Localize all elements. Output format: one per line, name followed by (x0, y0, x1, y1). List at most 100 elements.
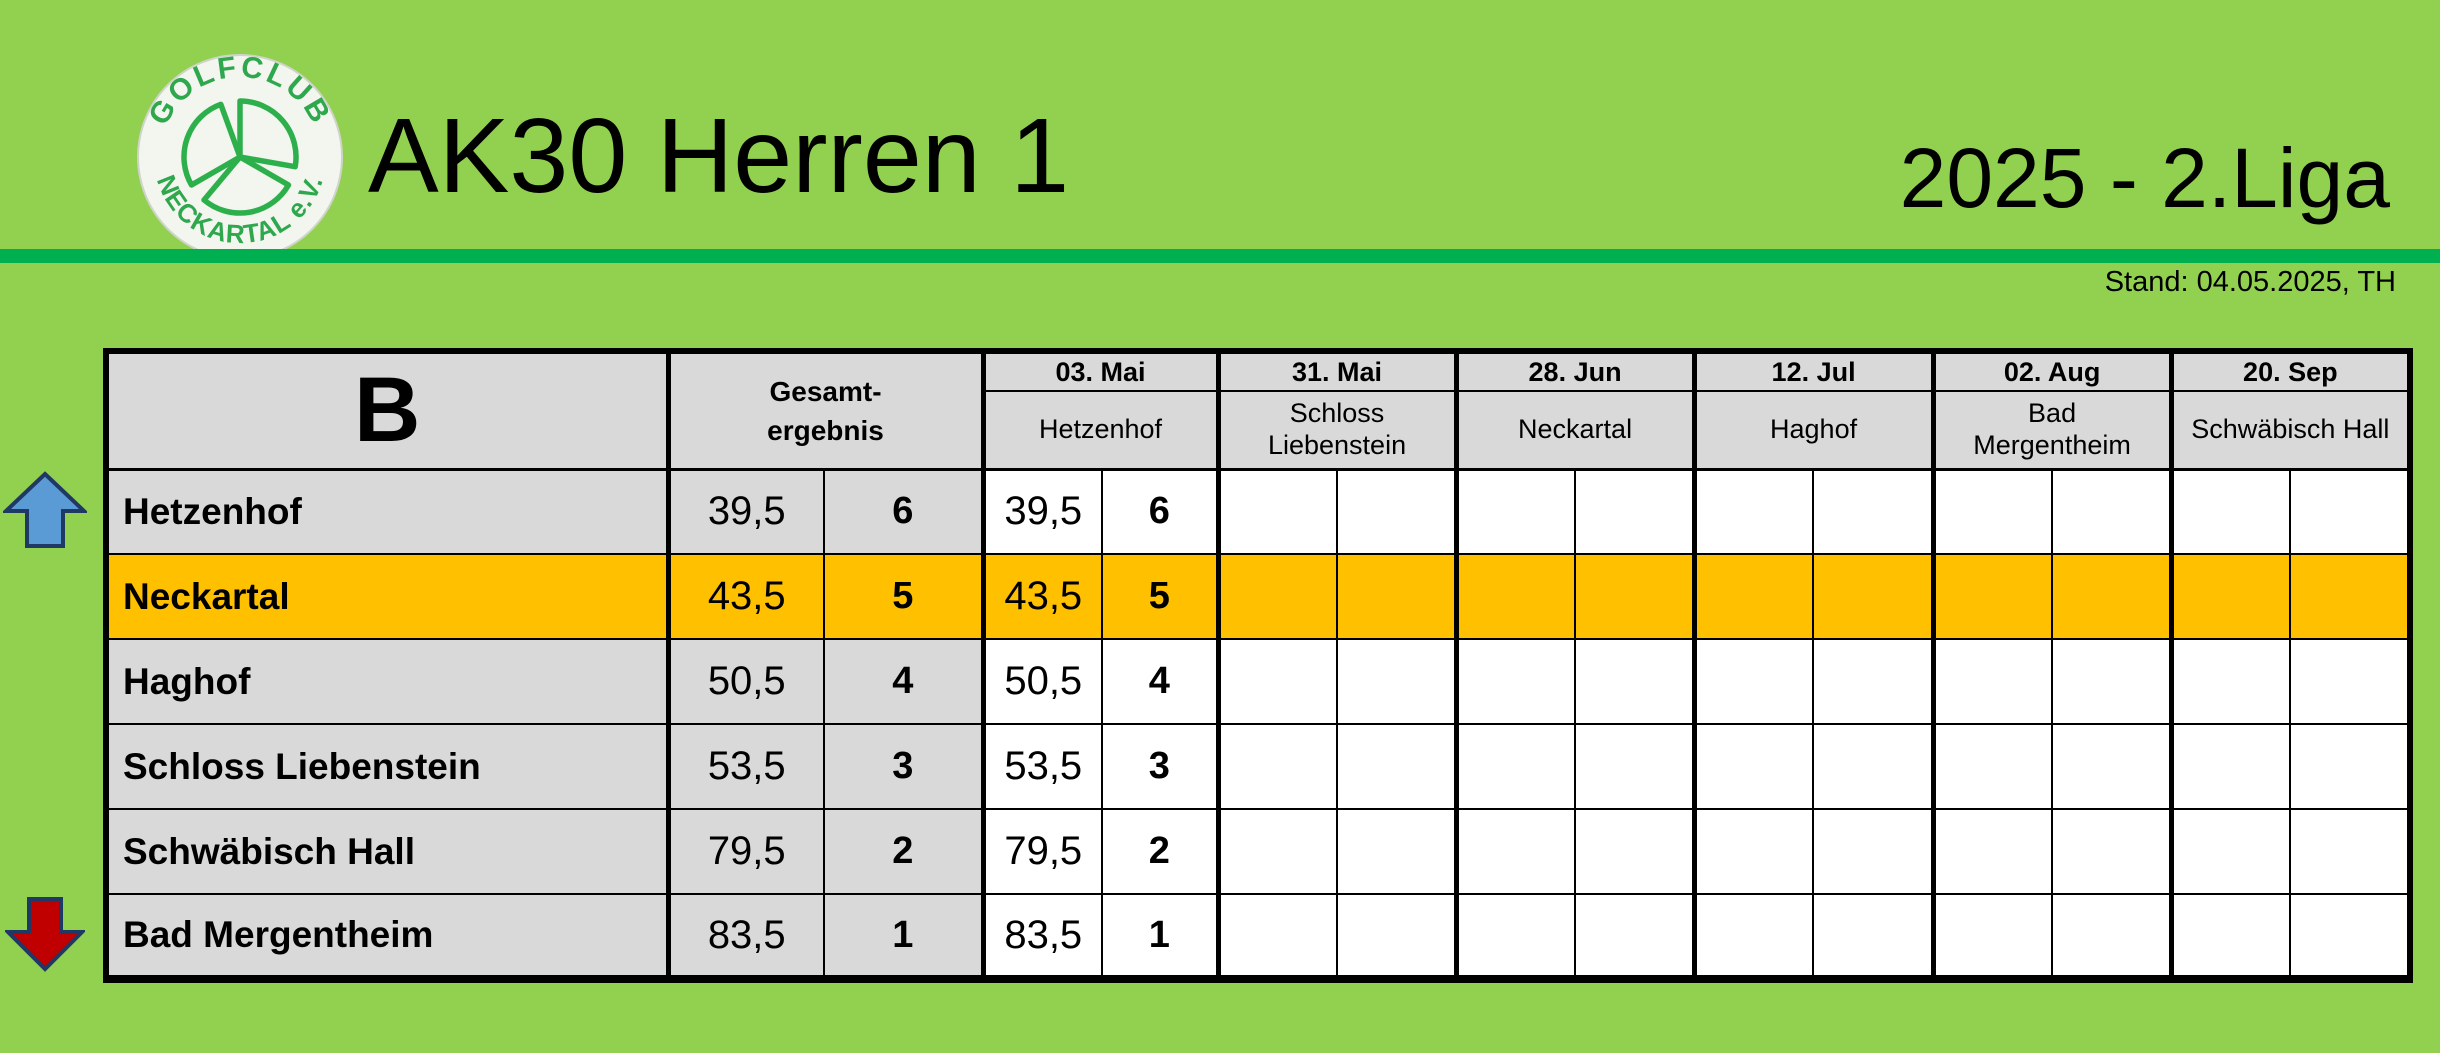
match-score-cell (1453, 723, 1577, 810)
season-label: 2025 - 2.Liga (1899, 131, 2390, 225)
matchday-date: 20. Sep (2168, 350, 2412, 392)
total-points-cell: 5 (822, 553, 985, 640)
matchday-venue: Schloss Liebenstein (1215, 390, 1458, 471)
match-points-cell: 4 (1101, 638, 1220, 725)
match-score-cell (2168, 893, 2292, 980)
standings-table-container: B Gesamt- ergebnis 03. Mai 31. Mai 28. J… (103, 348, 2414, 983)
match-points-cell (2051, 723, 2173, 810)
match-points-cell (1812, 638, 1935, 725)
match-points-cell (2289, 893, 2412, 980)
total-score-cell: 83,5 (665, 893, 825, 980)
match-points-cell (1336, 893, 1458, 980)
team-name-cell: Bad Mergentheim (105, 893, 669, 980)
match-points-cell (1812, 808, 1935, 895)
standings-table: B Gesamt- ergebnis 03. Mai 31. Mai 28. J… (103, 348, 2414, 983)
match-score-cell (2168, 553, 2292, 640)
match-score-cell (1691, 553, 1815, 640)
match-score-cell (1691, 723, 1815, 810)
match-points-cell (1812, 893, 1935, 980)
match-score-cell: 83,5 (980, 893, 1104, 980)
match-score-cell: 50,5 (980, 638, 1104, 725)
total-points-cell: 1 (822, 893, 985, 980)
total-points-cell: 4 (822, 638, 985, 725)
match-points-cell (1574, 893, 1696, 980)
match-score-cell: 39,5 (980, 468, 1104, 555)
match-score-cell (1930, 638, 2054, 725)
match-points-cell (1336, 638, 1458, 725)
match-points-cell (1812, 468, 1935, 555)
group-header: B (105, 350, 669, 471)
match-score-cell (1691, 468, 1815, 555)
match-points-cell (1336, 723, 1458, 810)
team-name-cell: Haghof (105, 638, 669, 725)
total-score-cell: 43,5 (665, 553, 825, 640)
matchday-venue: Haghof (1691, 390, 1935, 471)
match-score-cell (1691, 808, 1815, 895)
match-score-cell (1215, 808, 1339, 895)
match-points-cell: 2 (1101, 808, 1220, 895)
table-row: Haghof 50,5 4 50,5 4 (105, 638, 2412, 725)
match-points-cell: 5 (1101, 553, 1220, 640)
match-score-cell (1930, 553, 2054, 640)
matchday-date: 31. Mai (1215, 350, 1458, 392)
table-row: Schloss Liebenstein 53,5 3 53,5 3 (105, 723, 2412, 810)
match-points-cell (2051, 468, 2173, 555)
match-score-cell (1930, 723, 2054, 810)
team-name-cell: Schloss Liebenstein (105, 723, 669, 810)
match-score-cell (2168, 468, 2292, 555)
accent-divider-bar (0, 249, 2440, 263)
match-score-cell (1453, 638, 1577, 725)
match-points-cell: 6 (1101, 468, 1220, 555)
match-points-cell (2289, 723, 2412, 810)
matchday-venue: Bad Mergentheim (1930, 390, 2173, 471)
match-score-cell: 53,5 (980, 723, 1104, 810)
match-score-cell (1930, 893, 2054, 980)
matchday-venue: Schwäbisch Hall (2168, 390, 2412, 471)
total-score-cell: 53,5 (665, 723, 825, 810)
match-score-cell (1215, 893, 1339, 980)
team-name-cell: Schwäbisch Hall (105, 808, 669, 895)
match-points-cell (1812, 553, 1935, 640)
total-score-cell: 79,5 (665, 808, 825, 895)
match-points-cell (2289, 808, 2412, 895)
matchday-date: 28. Jun (1453, 350, 1696, 392)
match-points-cell: 1 (1101, 893, 1220, 980)
match-points-cell (1574, 468, 1696, 555)
table-row: Bad Mergentheim 83,5 1 83,5 1 (105, 893, 2412, 980)
match-points-cell (1574, 638, 1696, 725)
match-score-cell (1215, 553, 1339, 640)
match-points-cell (1574, 808, 1696, 895)
total-points-cell: 6 (822, 468, 985, 555)
table-row: Schwäbisch Hall 79,5 2 79,5 2 (105, 808, 2412, 895)
match-points-cell (1336, 808, 1458, 895)
match-score-cell: 43,5 (980, 553, 1104, 640)
total-header-line2: ergebnis (767, 414, 884, 446)
match-score-cell (2168, 638, 2292, 725)
match-score-cell (1453, 808, 1577, 895)
matchday-venue-row: Hetzenhof Schloss Liebenstein Neckartal … (106, 390, 2412, 471)
total-header: Gesamt- ergebnis (665, 350, 985, 471)
match-score-cell (1930, 468, 2054, 555)
matchday-date: 12. Jul (1691, 350, 1935, 392)
match-score-cell (1453, 468, 1577, 555)
match-score-cell (1930, 808, 2054, 895)
match-score-cell (1215, 723, 1339, 810)
team-name-cell: Neckartal (105, 553, 669, 640)
match-points-cell (2289, 553, 2412, 640)
match-score-cell (1215, 468, 1339, 555)
match-points-cell (2051, 893, 2173, 980)
match-score-cell (2168, 723, 2292, 810)
matchday-venue: Neckartal (1453, 390, 1696, 471)
match-points-cell (1336, 468, 1458, 555)
matchday-date-row: B Gesamt- ergebnis 03. Mai 31. Mai 28. J… (105, 350, 2412, 471)
club-logo: GOLFCLUB NECKARTAL e.V. (137, 54, 343, 260)
total-score-cell: 39,5 (665, 468, 825, 555)
match-points-cell (2289, 638, 2412, 725)
team-name-cell: Hetzenhof (105, 468, 669, 555)
total-header-line1: Gesamt- (769, 375, 882, 407)
match-points-cell (2051, 553, 2173, 640)
total-score-cell: 50,5 (665, 638, 825, 725)
match-points-cell (2051, 808, 2173, 895)
matchday-date: 02. Aug (1930, 350, 2173, 392)
